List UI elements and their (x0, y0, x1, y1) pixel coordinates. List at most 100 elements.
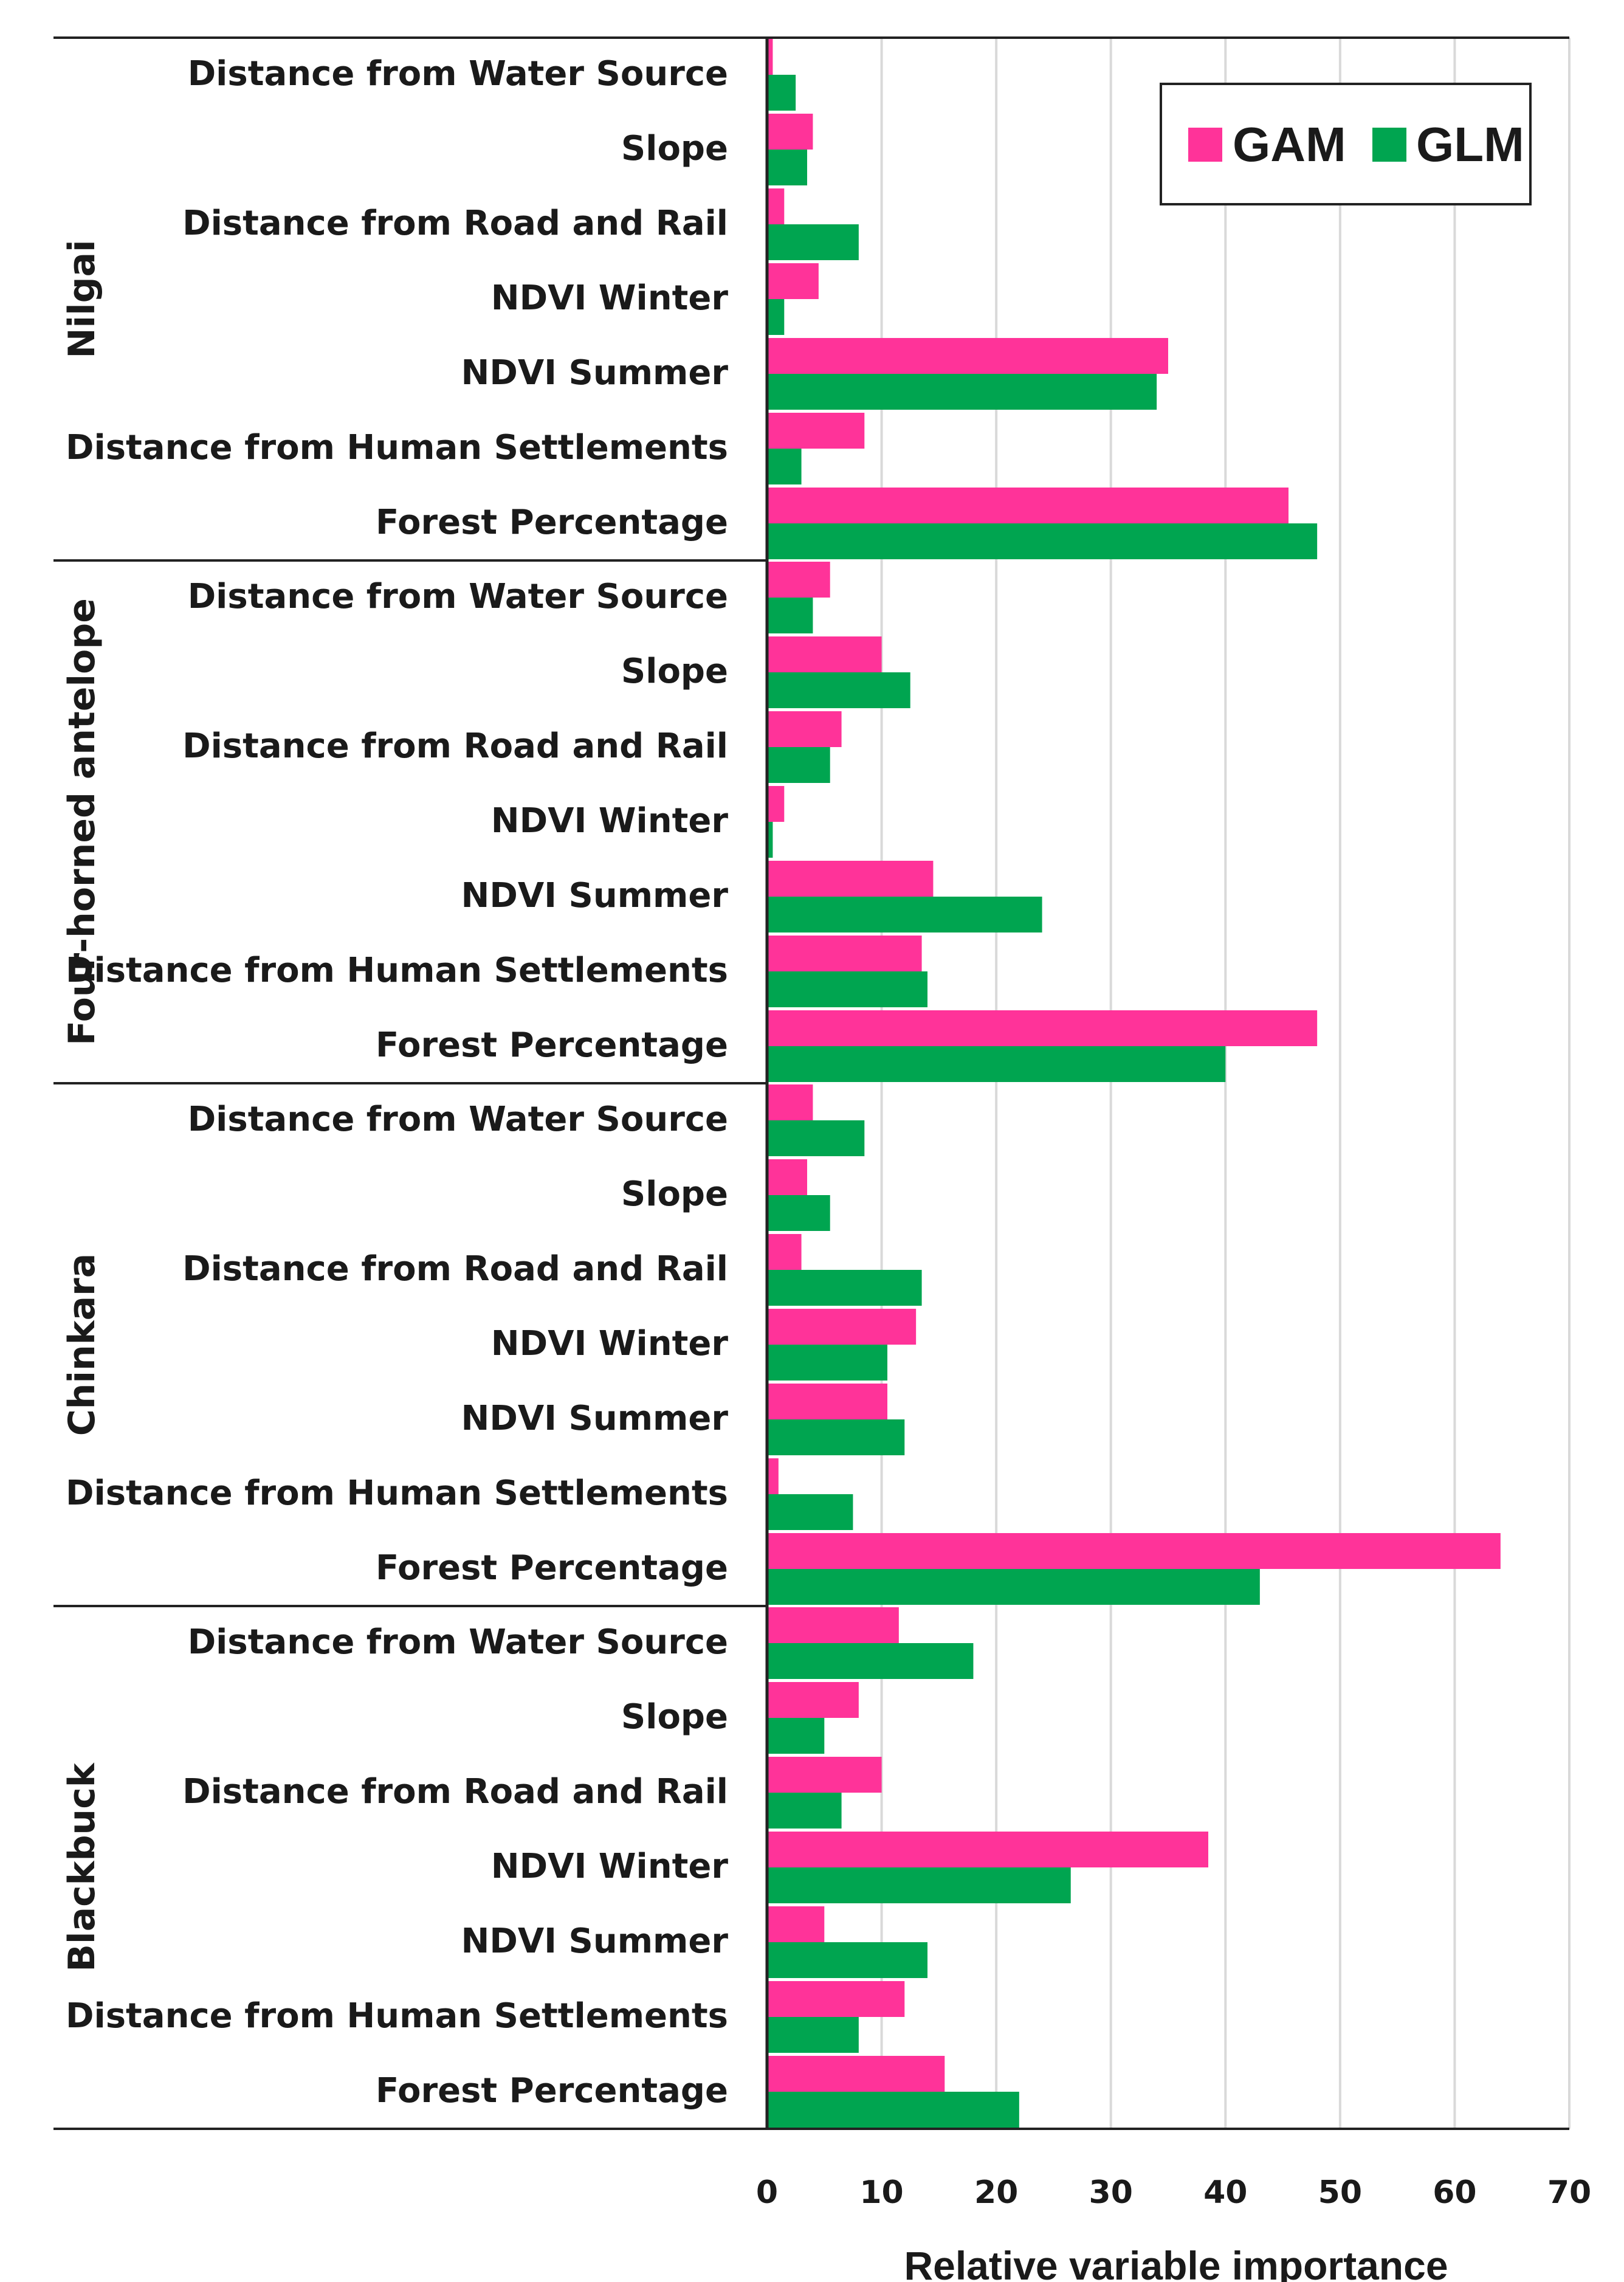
bar-nilgai-distance-from-road-and-rail-gam (767, 188, 785, 224)
bar-blackbuck-distance-from-road-and-rail-gam (767, 1757, 882, 1793)
category-label-four-horned-antelope-distance-from-human-settlements: Distance from Human Settlements (66, 951, 728, 990)
bar-nilgai-distance-from-human-settlements-glm (767, 449, 802, 484)
bar-nilgai-ndvi-winter-gam (767, 263, 819, 299)
group-label-four-horned-antelope: Four-horned antelope (61, 598, 103, 1046)
bar-four-horned-antelope-distance-from-water-source-glm (767, 598, 813, 633)
bar-four-horned-antelope-ndvi-winter-gam (767, 786, 785, 822)
category-label-four-horned-antelope-ndvi-summer: NDVI Summer (461, 876, 728, 915)
x-tick-50: 50 (1318, 2174, 1362, 2211)
category-label-blackbuck-distance-from-human-settlements: Distance from Human Settlements (66, 1996, 728, 2036)
bar-nilgai-ndvi-summer-glm (767, 374, 1157, 410)
x-tick-10: 10 (859, 2174, 903, 2211)
legend-label-glm: GLM (1416, 117, 1524, 171)
bar-blackbuck-ndvi-winter-glm (767, 1867, 1071, 1903)
bar-blackbuck-slope-gam (767, 1682, 859, 1718)
bar-blackbuck-distance-from-water-source-glm (767, 1643, 974, 1679)
category-label-nilgai-ndvi-summer: NDVI Summer (461, 353, 728, 393)
bar-chinkara-distance-from-water-source-gam (767, 1084, 813, 1120)
bar-nilgai-distance-from-water-source-glm (767, 75, 796, 111)
x-axis-title: Relative variable importance (904, 2243, 1448, 2282)
bar-four-horned-antelope-distance-from-road-and-rail-gam (767, 711, 842, 747)
category-label-chinkara-ndvi-winter: NDVI Winter (491, 1324, 729, 1363)
category-label-chinkara-distance-from-water-source: Distance from Water Source (188, 1100, 728, 1139)
category-label-blackbuck-ndvi-winter: NDVI Winter (491, 1847, 729, 1886)
bar-chinkara-distance-from-human-settlements-gam (767, 1458, 779, 1494)
bar-blackbuck-forest-percentage-glm (767, 2092, 1019, 2128)
bar-four-horned-antelope-distance-from-road-and-rail-glm (767, 747, 830, 783)
bar-nilgai-distance-from-human-settlements-gam (767, 413, 865, 449)
category-label-nilgai-forest-percentage: Forest Percentage (376, 503, 728, 542)
bar-blackbuck-ndvi-summer-gam (767, 1906, 825, 1942)
category-label-chinkara-distance-from-road-and-rail: Distance from Road and Rail (182, 1249, 728, 1289)
group-separators (53, 36, 1569, 2130)
bar-blackbuck-forest-percentage-gam (767, 2056, 945, 2092)
category-label-chinkara-ndvi-summer: NDVI Summer (461, 1399, 728, 1438)
category-label-nilgai-distance-from-water-source: Distance from Water Source (188, 54, 728, 94)
legend-box (1160, 83, 1532, 205)
bar-blackbuck-ndvi-winter-gam (767, 1832, 1208, 1867)
bar-nilgai-distance-from-road-and-rail-glm (767, 224, 859, 260)
group-label-blackbuck: Blackbuck (61, 1762, 103, 1971)
category-label-chinkara-forest-percentage: Forest Percentage (376, 1548, 728, 1588)
bar-nilgai-slope-glm (767, 150, 807, 185)
bar-nilgai-slope-gam (767, 114, 813, 150)
bar-blackbuck-distance-from-human-settlements-glm (767, 2017, 859, 2053)
bar-chinkara-ndvi-summer-glm (767, 1419, 905, 1455)
category-label-chinkara-distance-from-human-settlements: Distance from Human Settlements (66, 1474, 728, 1513)
bar-four-horned-antelope-forest-percentage-gam (767, 1010, 1318, 1046)
bar-layer (767, 39, 1501, 2128)
bar-chinkara-slope-glm (767, 1195, 830, 1231)
bar-blackbuck-distance-from-water-source-gam (767, 1607, 899, 1643)
bar-chinkara-forest-percentage-gam (767, 1533, 1501, 1569)
bar-chinkara-ndvi-winter-glm (767, 1345, 887, 1381)
bar-blackbuck-distance-from-human-settlements-gam (767, 1981, 905, 2017)
category-label-four-horned-antelope-ndvi-winter: NDVI Winter (491, 801, 729, 841)
category-label-nilgai-distance-from-road-and-rail: Distance from Road and Rail (182, 204, 728, 243)
bar-blackbuck-distance-from-road-and-rail-glm (767, 1793, 842, 1829)
category-label-four-horned-antelope-forest-percentage: Forest Percentage (376, 1026, 728, 1065)
x-tick-60: 60 (1433, 2174, 1476, 2211)
category-label-four-horned-antelope-distance-from-water-source: Distance from Water Source (188, 577, 728, 616)
bar-chinkara-ndvi-summer-gam (767, 1384, 887, 1419)
bar-chinkara-distance-from-road-and-rail-glm (767, 1270, 922, 1306)
category-label-nilgai-slope: Slope (621, 129, 728, 168)
bar-chinkara-distance-from-road-and-rail-gam (767, 1234, 802, 1270)
category-label-nilgai-distance-from-human-settlements: Distance from Human Settlements (66, 428, 728, 467)
category-label-blackbuck-distance-from-water-source: Distance from Water Source (188, 1622, 728, 1662)
group-label-nilgai: Nilgai (61, 240, 103, 358)
bar-nilgai-ndvi-summer-gam (767, 338, 1168, 374)
bar-blackbuck-ndvi-summer-glm (767, 1942, 927, 1978)
bar-nilgai-ndvi-winter-glm (767, 299, 785, 335)
bar-four-horned-antelope-slope-glm (767, 672, 910, 708)
x-tick-70: 70 (1547, 2174, 1591, 2211)
category-label-chinkara-slope: Slope (621, 1174, 728, 1214)
category-labels: Distance from Water Source Slope Distance … (66, 54, 728, 2111)
group-label-chinkara: Chinkara (61, 1253, 103, 1436)
category-label-four-horned-antelope-distance-from-road-and-rail: Distance from Road and Rail (182, 726, 728, 766)
bar-four-horned-antelope-distance-from-human-settlements-glm (767, 971, 927, 1007)
x-tick-40: 40 (1203, 2174, 1247, 2211)
category-label-blackbuck-forest-percentage: Forest Percentage (376, 2071, 728, 2111)
bar-nilgai-forest-percentage-glm (767, 523, 1318, 559)
bar-chinkara-forest-percentage-glm (767, 1569, 1260, 1605)
bar-chinkara-distance-from-human-settlements-glm (767, 1494, 853, 1530)
legend-swatch-gam (1188, 128, 1222, 162)
legend-label-gam: GAM (1233, 117, 1346, 171)
legend-swatch-glm (1372, 128, 1406, 162)
bar-four-horned-antelope-ndvi-summer-glm (767, 897, 1042, 932)
bar-nilgai-forest-percentage-gam (767, 488, 1289, 523)
bar-four-horned-antelope-ndvi-summer-gam (767, 861, 934, 897)
category-label-blackbuck-ndvi-summer: NDVI Summer (461, 1922, 728, 1961)
bar-nilgai-distance-from-water-source-gam (767, 39, 773, 75)
x-tick-0: 0 (756, 2174, 778, 2211)
bar-four-horned-antelope-slope-gam (767, 636, 882, 672)
bar-chinkara-ndvi-winter-gam (767, 1309, 917, 1345)
bar-four-horned-antelope-ndvi-winter-glm (767, 822, 773, 858)
x-tick-20: 20 (974, 2174, 1018, 2211)
bar-four-horned-antelope-distance-from-human-settlements-gam (767, 936, 922, 971)
category-label-nilgai-ndvi-winter: NDVI Winter (491, 278, 729, 318)
bar-four-horned-antelope-distance-from-water-source-gam (767, 562, 830, 598)
legend: GAM GLM (1160, 83, 1532, 205)
bar-chinkara-slope-gam (767, 1159, 807, 1195)
